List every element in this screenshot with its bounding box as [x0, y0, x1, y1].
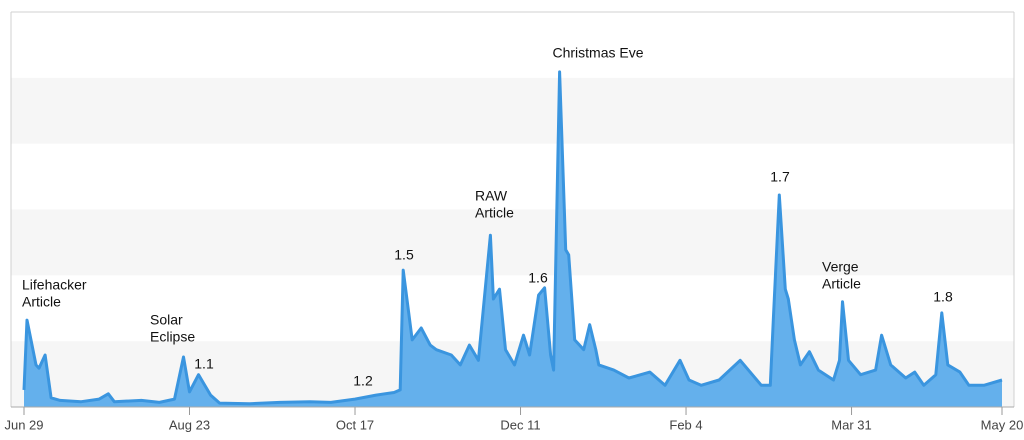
annotation: Verge — [822, 259, 859, 275]
x-tick-label: Mar 31 — [831, 417, 871, 432]
annotation: Christmas Eve — [552, 45, 643, 61]
annotation: Solar — [150, 312, 183, 328]
plot — [22, 70, 1003, 408]
annotation: 1.5 — [394, 247, 414, 263]
x-tick-label: May 20 — [981, 417, 1024, 432]
x-tick-label: Oct 17 — [336, 417, 374, 432]
grid-band — [11, 77, 1014, 144]
x-tick-label: Dec 11 — [500, 417, 540, 432]
annotation: Article — [22, 294, 61, 310]
annotation: 1.7 — [770, 169, 790, 185]
annotation: RAW — [475, 188, 508, 204]
annotation: 1.2 — [353, 373, 373, 389]
annotation: 1.8 — [933, 289, 953, 305]
annotation: 1.6 — [528, 270, 548, 286]
x-axis: Jun 29 Aug 23 Oct 17 Dec 11 Feb 4 Mar 31 May 2… — [4, 406, 1024, 432]
x-tick-label: Aug 23 — [169, 417, 210, 432]
annotation: Lifehacker — [22, 277, 87, 293]
grid-band — [11, 209, 1014, 276]
annotation: Eclipse — [150, 329, 195, 345]
line — [22, 70, 1003, 406]
x-tick-label: Jun 29 — [4, 417, 43, 432]
annotation: Article — [475, 205, 514, 221]
x-tick-label: Feb 4 — [669, 417, 702, 432]
annotations: LifehackerArticleSolarEclipse1.11.21.5RA… — [22, 45, 953, 389]
annotation: Article — [822, 276, 861, 292]
annotation: 1.1 — [194, 356, 214, 372]
